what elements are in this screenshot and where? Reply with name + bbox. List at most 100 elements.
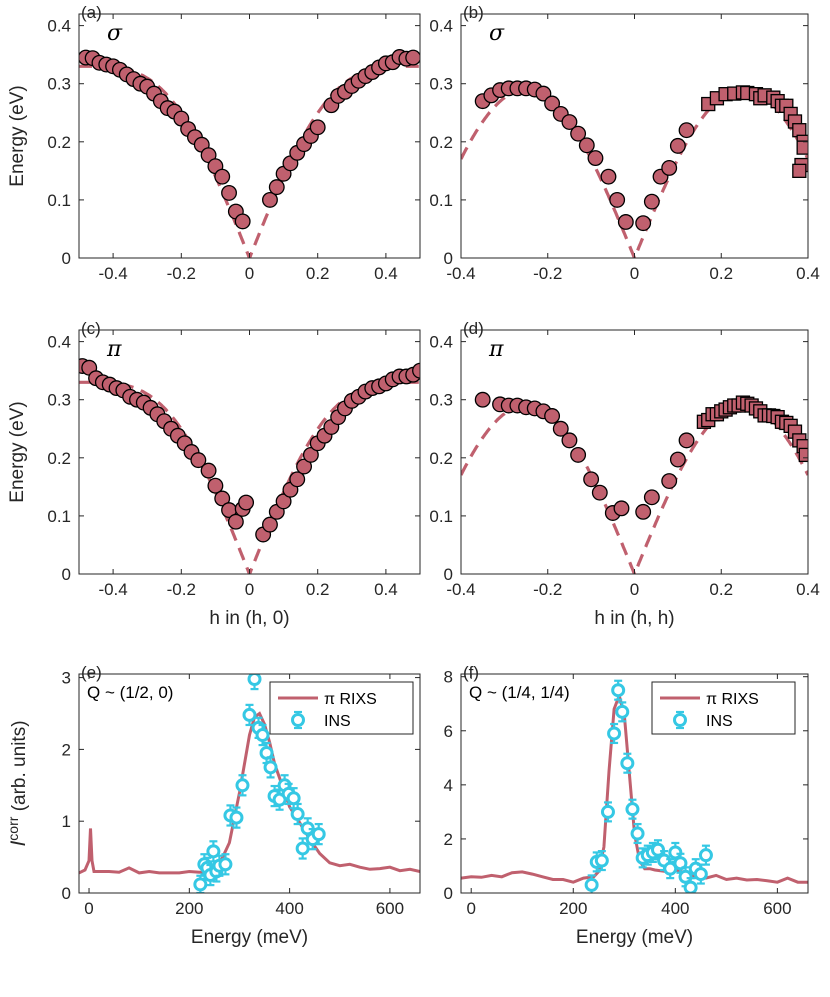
ins-point: [247, 674, 262, 687]
rixs-line: [461, 690, 808, 884]
circle-marker: [214, 490, 231, 507]
circle-marker: [309, 119, 326, 136]
circle-marker: [412, 362, 420, 379]
y-tick-label: 1: [62, 812, 71, 831]
y-label-symbol: I: [7, 841, 30, 847]
x-tick-label: 0.2: [306, 264, 330, 283]
circle-marker: [643, 193, 660, 210]
circle-marker: [561, 432, 578, 449]
x-tick-label: -0.4: [98, 580, 127, 599]
x-tick-label: -0.2: [167, 580, 196, 599]
square-marker: [796, 140, 808, 155]
circle-marker: [200, 462, 217, 479]
square-marker: [798, 447, 808, 463]
ins-point: [668, 845, 683, 860]
q-annotation: Q ~ (1/4, 1/4): [469, 683, 570, 702]
y-axis-label: Icorr (arb. units): [5, 720, 30, 846]
ins-point: [607, 726, 622, 741]
x-axis-label: h in (h, h): [594, 608, 674, 629]
y-label-units: (arb. units): [9, 720, 30, 816]
x-tick-label: 0: [84, 899, 93, 918]
ins-point: [218, 857, 233, 872]
circle-marker: [544, 408, 561, 424]
y-tick-label: 0.1: [47, 191, 71, 210]
ins-point: [611, 683, 626, 698]
ins-point: [311, 827, 326, 842]
circle-marker: [238, 494, 255, 511]
circle-marker: [214, 168, 231, 185]
y-tick-label: 0.2: [47, 449, 71, 468]
x-tick-label: 0.4: [374, 580, 398, 599]
circle-marker: [268, 179, 285, 196]
plot-area: [79, 49, 420, 258]
ins-point: [594, 853, 609, 868]
panel-label: (b): [463, 3, 484, 22]
x-tick-label: 0: [630, 580, 639, 599]
x-tick-label: -0.4: [446, 264, 475, 283]
ins-point: [673, 856, 688, 871]
panel-label: (f): [463, 663, 479, 682]
axes-box: [460, 329, 809, 575]
x-axis-label: Energy (meV): [576, 927, 693, 948]
x-tick-label: 0.4: [374, 264, 398, 283]
legend-rixs-label: π RIXS: [324, 691, 377, 708]
panel-label: (e): [81, 663, 102, 682]
y-tick-label: 0: [444, 884, 453, 903]
plot-area: [79, 674, 420, 893]
y-axis-label: Energy (eV): [7, 85, 28, 186]
x-tick-label: -0.2: [167, 264, 196, 283]
y-tick-label: 2: [62, 740, 71, 759]
plot-area: [79, 358, 420, 574]
x-tick-label: 600: [763, 899, 791, 918]
circle-marker: [221, 184, 237, 201]
y-tick-label: 0.4: [47, 17, 71, 36]
y-tick-label: 0.4: [429, 17, 453, 36]
ins-point: [698, 848, 713, 863]
x-axis-label: Energy (meV): [191, 927, 308, 948]
rixs-line: [79, 711, 420, 875]
x-tick-label: 0.4: [796, 580, 820, 599]
y-tick-label: 0: [444, 249, 453, 268]
ins-point: [229, 810, 244, 825]
ins-point: [650, 842, 665, 857]
ins-point: [620, 756, 635, 771]
ins-point: [615, 704, 630, 719]
panel-e: 0 200 400 600 0 1 2 3 (e) Energy (meV) Icorr (arb.…: [5, 663, 421, 948]
circle-marker: [678, 122, 695, 139]
y-tick-label: 0.1: [429, 507, 453, 526]
circle-marker: [570, 446, 587, 463]
panel-label: (a): [81, 3, 102, 22]
ins-point: [235, 778, 250, 793]
circle-marker: [234, 213, 251, 230]
x-tick-label: 0.2: [709, 264, 733, 283]
x-tick-label: -0.2: [533, 264, 562, 283]
ins-point: [263, 760, 278, 775]
x-tick-label: 200: [175, 899, 203, 918]
ins-point: [663, 861, 678, 876]
x-tick-label: 0: [466, 899, 475, 918]
dispersion-curve: [461, 87, 808, 258]
y-tick-label: 6: [444, 722, 453, 741]
circle-marker: [275, 493, 292, 510]
ins-point: [625, 802, 640, 817]
panel-d: -0.4 -0.2 0 0.2 0.4 0 0.1 0.2 0.3 0.4 (d)π h in (h,…: [429, 319, 819, 629]
circle-marker: [583, 471, 600, 488]
circle-marker: [635, 215, 652, 232]
x-tick-label: 600: [376, 899, 404, 918]
dispersion-curve: [461, 403, 808, 574]
ins-point: [683, 880, 698, 893]
circle-marker: [405, 49, 420, 66]
square-marker: [792, 163, 807, 179]
y-tick-label: 0.2: [429, 449, 453, 468]
axes-box: [460, 673, 809, 894]
circle-marker: [535, 85, 552, 102]
circle-marker: [190, 452, 207, 469]
y-tick-label: 0: [444, 565, 453, 584]
y-axis-label: Energy (eV): [7, 401, 28, 502]
y-tick-label: 0.3: [429, 391, 453, 410]
ins-point: [290, 807, 305, 822]
ins-point: [206, 844, 221, 859]
x-tick-label: -0.4: [98, 264, 127, 283]
ins-point: [259, 745, 274, 760]
